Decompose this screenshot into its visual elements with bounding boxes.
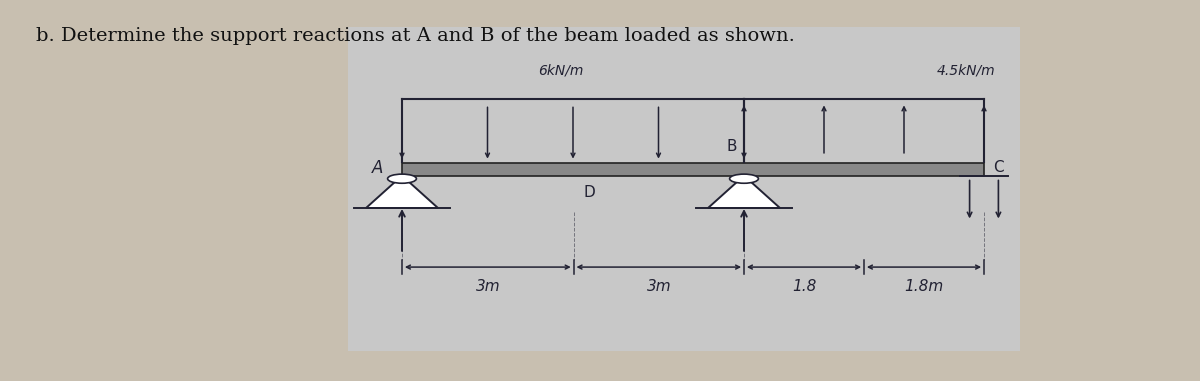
- Bar: [402, 163, 984, 176]
- Text: 4.5kN/m: 4.5kN/m: [937, 64, 995, 78]
- Circle shape: [730, 174, 758, 183]
- Text: B: B: [727, 139, 737, 154]
- Text: D: D: [583, 185, 595, 200]
- Text: 3m: 3m: [647, 279, 671, 293]
- Text: 1.8m: 1.8m: [905, 279, 943, 293]
- Polygon shape: [708, 176, 780, 208]
- Text: 6kN/m: 6kN/m: [539, 64, 583, 78]
- Text: 3m: 3m: [475, 279, 500, 293]
- Text: C: C: [994, 160, 1004, 175]
- Circle shape: [388, 174, 416, 183]
- Text: A: A: [372, 158, 383, 177]
- Text: b. Determine the support reactions at A and B of the beam loaded as shown.: b. Determine the support reactions at A …: [36, 27, 794, 45]
- Polygon shape: [366, 176, 438, 208]
- Text: 1.8: 1.8: [792, 279, 816, 293]
